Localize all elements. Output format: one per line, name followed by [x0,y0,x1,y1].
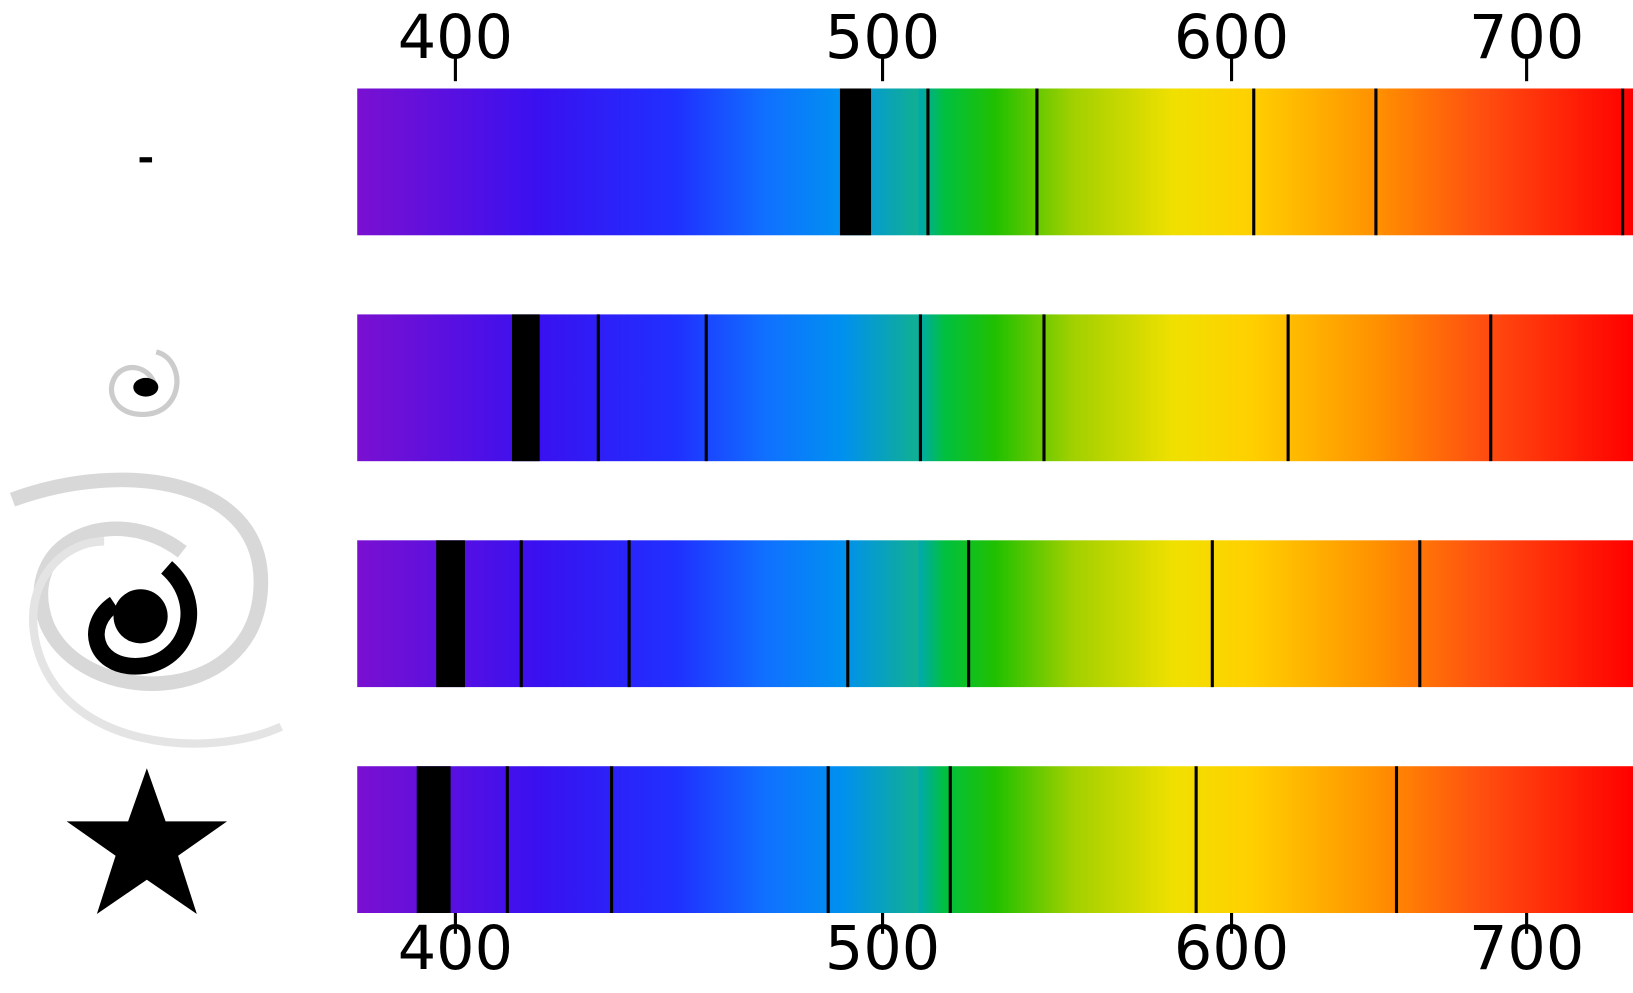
spectrum-strip [357,540,1633,688]
spectrum-strip [357,766,1633,914]
absorption-band [839,88,872,236]
object-icons [9,157,283,915]
absorption-band [436,540,465,688]
absorption-band [511,314,540,462]
point-galaxy-icon [139,157,153,163]
star-icon [66,768,228,915]
spectrum-strip [357,88,1633,236]
small-spiral-icon [109,349,180,417]
large-spiral-icon [9,472,283,748]
absorption-band [416,766,451,914]
spectrum-strip [357,314,1633,462]
